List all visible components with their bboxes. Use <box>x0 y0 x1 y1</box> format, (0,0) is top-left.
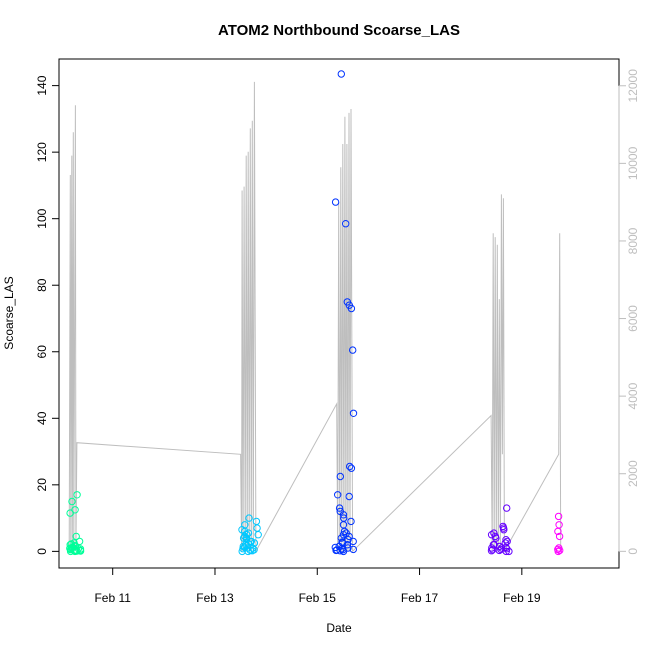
data-point-cluster-3 <box>337 70 345 78</box>
data-point-cluster-3 <box>349 537 357 546</box>
data-point-cluster-3 <box>349 346 357 354</box>
data-point-cluster-2 <box>253 524 261 532</box>
data-point-cluster-2 <box>238 547 246 556</box>
data-point-cluster-3 <box>340 514 348 522</box>
y-tick-label: 120 <box>35 142 49 162</box>
secondary-y-tick-label: 10000 <box>626 146 640 180</box>
data-point-cluster-4 <box>502 536 510 544</box>
data-point-cluster-1 <box>66 509 74 517</box>
data-point-cluster-1 <box>76 545 85 553</box>
data-point-cluster-3 <box>347 517 355 526</box>
data-point-cluster-3 <box>342 220 350 228</box>
secondary-y-tick-label: 0 <box>626 548 640 555</box>
x-axis-label: Date <box>326 621 352 635</box>
data-point-cluster-3 <box>349 409 358 417</box>
data-point-cluster-3 <box>349 545 357 554</box>
data-point-cluster-1 <box>66 547 75 556</box>
data-point-cluster-3 <box>333 546 341 554</box>
data-point-cluster-1 <box>72 532 80 541</box>
data-point-cluster-1 <box>73 491 81 499</box>
secondary-y-tick-label: 8000 <box>626 227 640 254</box>
secondary-y-axis: 0 2000 4000 6000 8000 10000 12000 <box>618 69 640 555</box>
data-point-cluster-4 <box>491 532 499 541</box>
data-point-cluster-2 <box>245 514 253 522</box>
data-point-cluster-4 <box>502 543 510 552</box>
y-tick-label: 20 <box>35 478 49 492</box>
data-point-cluster-4 <box>503 504 511 512</box>
data-point-cluster-5 <box>555 532 564 541</box>
data-point-cluster-3 <box>347 464 356 472</box>
data-point-cluster-1 <box>68 497 76 506</box>
secondary-y-tick-label: 4000 <box>626 382 640 409</box>
y-axis: 0 20 40 60 80 100 120 140 <box>35 75 60 555</box>
data-point-cluster-3 <box>343 298 351 306</box>
data-point-cluster-4 <box>501 539 509 547</box>
data-point-cluster-3 <box>338 539 347 547</box>
secondary-series-line <box>68 81 562 554</box>
data-point-cluster-4 <box>490 529 498 537</box>
data-point-cluster-2 <box>248 547 256 555</box>
data-point-cluster-5 <box>554 512 563 521</box>
data-point-cluster-3 <box>336 507 344 516</box>
y-tick-label: 80 <box>35 278 49 292</box>
y-tick-label: 60 <box>35 345 49 359</box>
x-tick-label: Feb 17 <box>401 591 439 605</box>
data-point-cluster-3 <box>331 198 340 206</box>
x-axis: Feb 11 Feb 13 Feb 15 Feb 17 Feb 19 <box>94 567 541 605</box>
chart-title: ATOM2 Northbound Scoarse_LAS <box>218 22 460 39</box>
data-point-cluster-3 <box>342 529 350 537</box>
data-point-cluster-3 <box>344 536 352 544</box>
x-tick-label: Feb 13 <box>196 591 234 605</box>
data-point-cluster-4 <box>487 531 496 539</box>
data-point-cluster-4 <box>502 547 510 556</box>
secondary-y-tick-label: 2000 <box>626 460 640 487</box>
data-point-cluster-3 <box>345 492 353 501</box>
y-tick-label: 0 <box>35 548 49 555</box>
data-point-cluster-1 <box>67 544 76 552</box>
x-tick-label: Feb 11 <box>94 591 131 605</box>
data-point-cluster-2 <box>241 532 249 541</box>
data-point-cluster-2 <box>252 517 261 526</box>
data-point-cluster-5 <box>555 544 563 552</box>
x-tick-label: Feb 19 <box>503 591 541 605</box>
data-point-cluster-3 <box>335 504 344 512</box>
y-tick-label: 100 <box>35 208 49 228</box>
y-tick-label: 140 <box>35 75 49 95</box>
data-point-cluster-2 <box>243 531 251 539</box>
y-tick-label: 40 <box>35 411 49 425</box>
data-point-cluster-1 <box>75 537 84 546</box>
data-point-cluster-3 <box>346 462 354 471</box>
data-point-cluster-5 <box>554 545 562 554</box>
secondary-series <box>68 81 562 554</box>
data-point-cluster-3 <box>336 547 344 555</box>
data-point-cluster-4 <box>499 522 507 531</box>
scatter-points <box>66 70 564 556</box>
data-point-cluster-3 <box>334 491 342 499</box>
data-point-cluster-4 <box>488 546 497 554</box>
data-point-cluster-2 <box>244 540 253 548</box>
data-point-cluster-3 <box>338 538 346 546</box>
data-point-cluster-3 <box>336 472 344 481</box>
y-axis-label: Scoarse_LAS <box>2 276 16 349</box>
data-point-cluster-1 <box>71 506 79 514</box>
data-point-cluster-1 <box>67 540 76 548</box>
data-point-cluster-4 <box>487 547 496 555</box>
secondary-y-tick-label: 12000 <box>626 69 640 103</box>
data-point-cluster-5 <box>555 521 563 529</box>
x-tick-label: Feb 15 <box>299 591 337 605</box>
secondary-y-tick-label: 6000 <box>626 305 640 332</box>
data-point-cluster-2 <box>241 521 249 529</box>
